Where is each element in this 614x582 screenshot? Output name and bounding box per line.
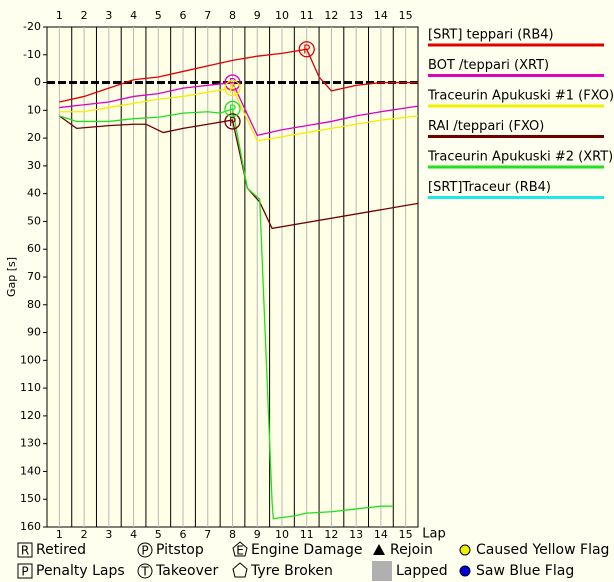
- legend-label: Rejoin: [390, 542, 433, 558]
- y-tick-label: 150: [20, 492, 41, 505]
- legend-symbol: T: [140, 565, 149, 579]
- y-tick-label: 0: [34, 76, 41, 89]
- x-tick-label: 14: [374, 528, 388, 541]
- legend-icon: [459, 565, 471, 577]
- y-tick-label: -10: [23, 48, 41, 61]
- x-tick-label: 7: [204, 9, 211, 22]
- series-line: [59, 81, 419, 137]
- pit-symbol: P: [303, 43, 310, 57]
- legend-label: Pitstop: [156, 542, 204, 558]
- x-tick-label: 13: [349, 528, 363, 541]
- legend-symbol: P: [141, 544, 148, 558]
- legend-label: Tyre Broken: [250, 563, 333, 579]
- y-tick-label: -20: [23, 20, 41, 33]
- legend-icon: [137, 542, 153, 558]
- y-tick-label: 160: [20, 520, 41, 533]
- x-tick-label: 1: [56, 9, 63, 22]
- y-tick-label: 90: [27, 326, 41, 339]
- y-tick-label: 100: [20, 353, 41, 366]
- y-tick-label: 60: [27, 242, 41, 255]
- legend-label: Traceurin Apukuski #2 (XRT): [427, 150, 613, 165]
- x-tick-label: 4: [130, 9, 137, 22]
- x-tick-label: 12: [324, 528, 338, 541]
- legend-label: Retired: [36, 542, 86, 558]
- x-tick-label: 6: [180, 9, 187, 22]
- x-tick-label: 10: [275, 528, 289, 541]
- pit-symbol: P: [229, 76, 236, 90]
- legend-icon: [372, 561, 392, 581]
- legend-icon: [137, 563, 153, 579]
- x-tick-label: 2: [81, 528, 88, 541]
- x-tick-label: 11: [300, 9, 314, 22]
- x-tick-label: 15: [399, 528, 413, 541]
- y-tick-label: 30: [27, 159, 41, 172]
- y-axis-label: Gap [s]: [5, 257, 18, 297]
- x-tick-label: 2: [81, 9, 88, 22]
- x-tick-label: 9: [254, 528, 261, 541]
- y-tick-label: 10: [27, 103, 41, 116]
- legend-label: RAI /teppari (FXO): [428, 119, 544, 134]
- x-tick-label: 14: [374, 9, 388, 22]
- x-tick-label: 3: [105, 528, 112, 541]
- legend-label: Penalty Laps: [36, 563, 125, 579]
- x-tick-label: 5: [155, 528, 162, 541]
- pit-marker: [298, 41, 315, 58]
- legend-icon: [17, 542, 33, 558]
- legend-icon: [373, 544, 385, 555]
- x-tick-label: 3: [105, 9, 112, 22]
- series-line: [59, 48, 418, 103]
- x-tick-label: 9: [254, 9, 261, 22]
- x-tick-label: 12: [324, 9, 338, 22]
- pit-symbol: P: [229, 115, 236, 129]
- pit-marker: [224, 113, 241, 130]
- x-tick-label: 4: [130, 528, 137, 541]
- y-tick-label: 50: [27, 214, 41, 227]
- y-tick-label: 110: [20, 381, 41, 394]
- legend-label: Lapped: [396, 563, 448, 579]
- x-tick-label: 8: [229, 9, 236, 22]
- x-tick-label: 1: [56, 528, 63, 541]
- legend-label: Caused Yellow Flag: [476, 542, 609, 558]
- y-tick-label: 80: [27, 298, 41, 311]
- y-tick-label: 140: [20, 464, 41, 477]
- x-tick-label: 6: [180, 528, 187, 541]
- legend-symbol: E: [236, 544, 244, 558]
- x-tick-label: 5: [155, 9, 162, 22]
- legend-symbol: R: [21, 544, 29, 558]
- y-tick-label: 120: [20, 409, 41, 422]
- legend-icon: [232, 562, 248, 578]
- legend-label: [SRT]Traceur (RB4): [428, 180, 551, 195]
- x-tick-label: 15: [399, 9, 413, 22]
- y-tick-label: 20: [27, 131, 41, 144]
- pit-marker: [224, 100, 241, 118]
- series-line: [59, 108, 394, 520]
- pit-marker: [224, 74, 241, 91]
- legend-label: Saw Blue Flag: [476, 563, 574, 579]
- pit-marker: [224, 79, 241, 97]
- y-tick-label: 70: [27, 270, 41, 283]
- y-tick-label: 40: [27, 187, 41, 200]
- legend-icon: [459, 544, 471, 556]
- y-tick-label: 130: [20, 437, 41, 450]
- x-tick-label: 11: [300, 528, 314, 541]
- legend-symbol: P: [21, 565, 28, 579]
- legend-icon: [17, 563, 33, 579]
- legend-label: BOT /teppari (XRT): [428, 58, 549, 73]
- series-line: [59, 87, 419, 142]
- legend-label: Traceurin Apukuski #1 (FXO): [427, 89, 614, 104]
- x-tick-label: 8: [229, 528, 236, 541]
- x-tick-label: 13: [349, 9, 363, 22]
- pit-symbol: P: [229, 102, 236, 116]
- legend-label: [SRT] teppari (RB4): [428, 28, 554, 43]
- pit-symbol: P: [229, 82, 236, 96]
- x-axis-label: Lap: [422, 527, 445, 542]
- legend-icon: [232, 541, 248, 557]
- x-tick-label: 10: [275, 9, 289, 22]
- legend-label: Engine Damage: [251, 542, 363, 558]
- x-tick-label: 7: [204, 528, 211, 541]
- legend-label: Takeover: [155, 563, 218, 579]
